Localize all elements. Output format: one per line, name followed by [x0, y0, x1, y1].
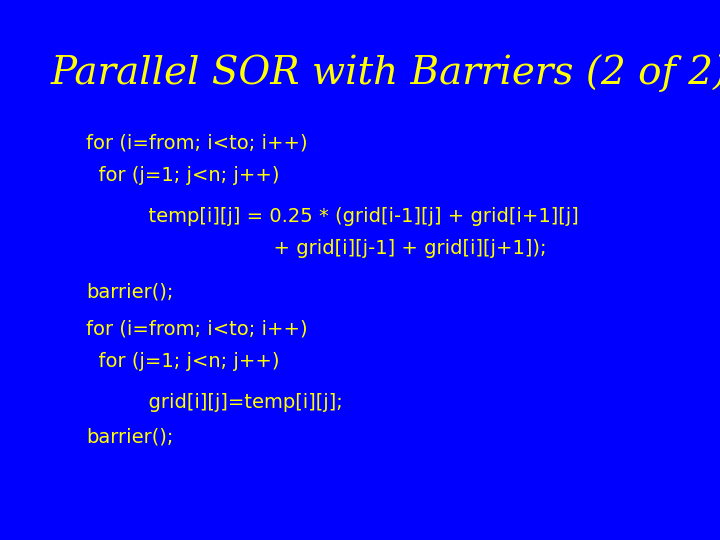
Text: + grid[i][j-1] + grid[i][j+1]);: + grid[i][j-1] + grid[i][j+1]); — [86, 239, 547, 258]
Text: temp[i][j] = 0.25 * (grid[i-1][j] + grid[i+1][j]: temp[i][j] = 0.25 * (grid[i-1][j] + grid… — [86, 206, 579, 226]
Text: grid[i][j]=temp[i][j];: grid[i][j]=temp[i][j]; — [86, 393, 343, 412]
Text: for (j=1; j<n; j++): for (j=1; j<n; j++) — [86, 352, 280, 372]
Text: for (j=1; j<n; j++): for (j=1; j<n; j++) — [86, 166, 280, 185]
Text: barrier();: barrier(); — [86, 282, 174, 301]
Text: Parallel SOR with Barriers (2 of 2): Parallel SOR with Barriers (2 of 2) — [50, 54, 720, 92]
Text: for (i=from; i<to; i++): for (i=from; i<to; i++) — [86, 133, 308, 153]
Text: for (i=from; i<to; i++): for (i=from; i<to; i++) — [86, 320, 308, 339]
Text: barrier();: barrier(); — [86, 428, 174, 447]
